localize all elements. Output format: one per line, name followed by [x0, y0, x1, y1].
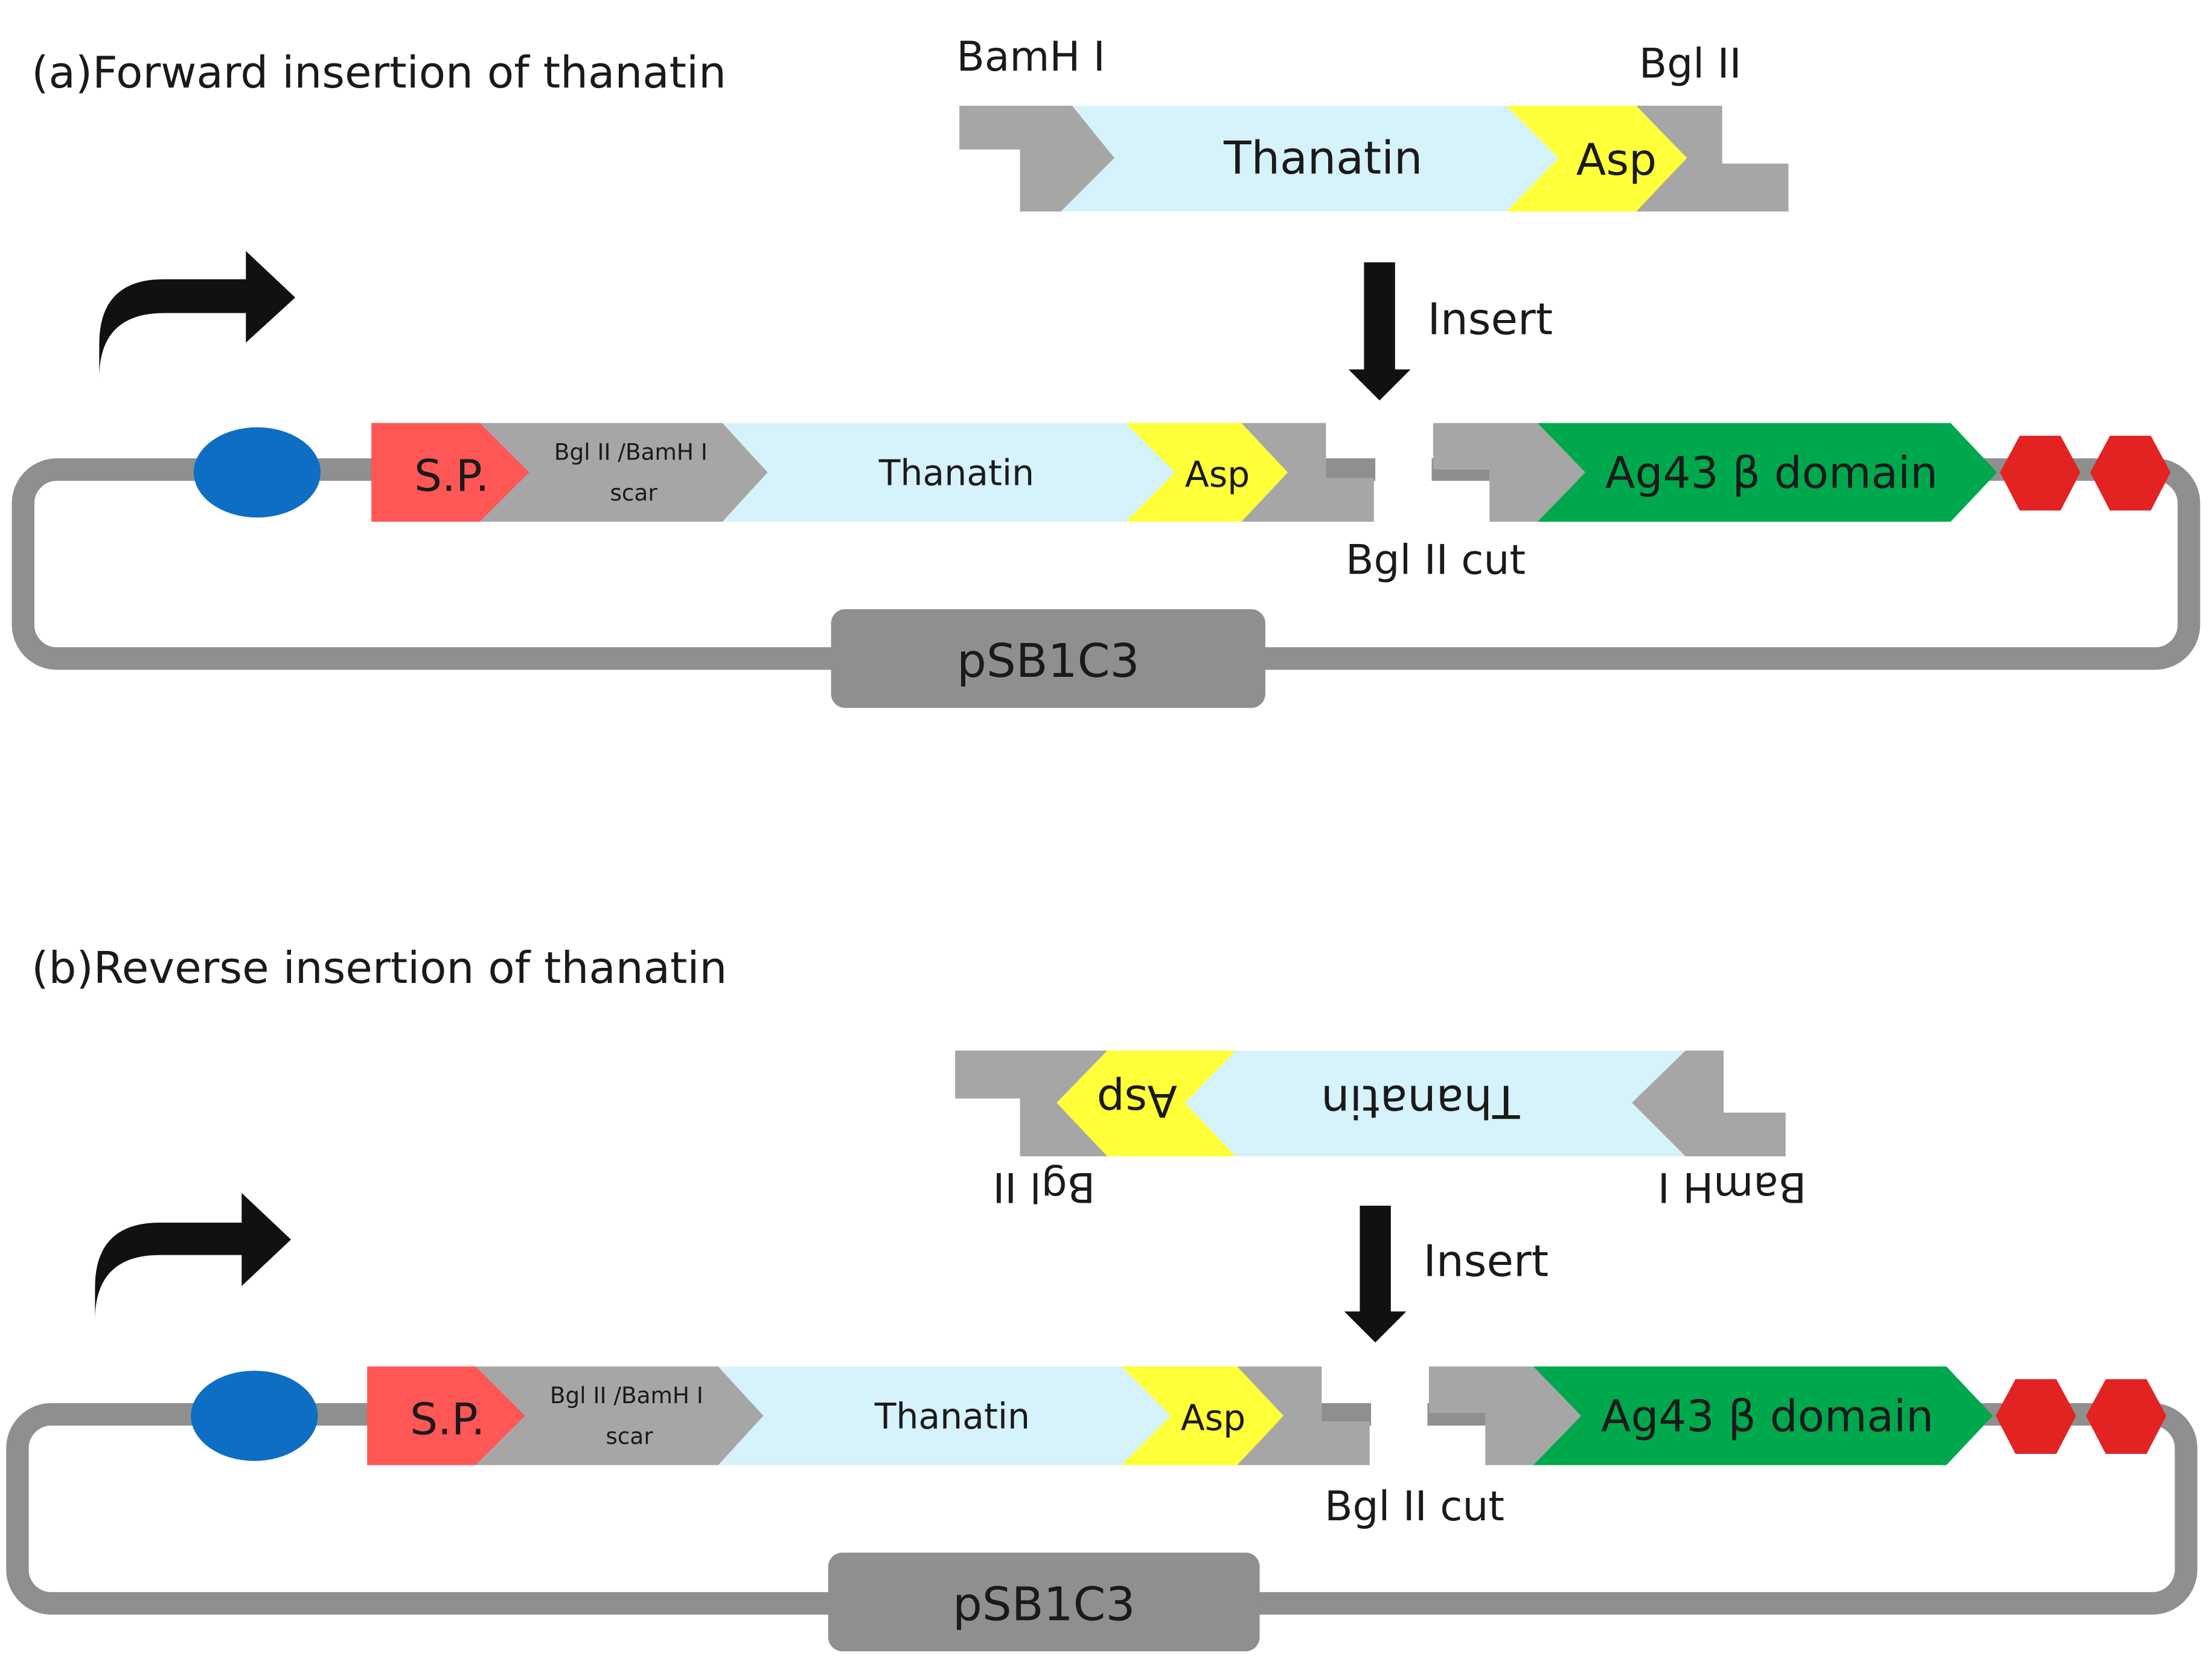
backbone-gap — [1371, 1393, 1428, 1450]
asp-label: Asp — [1185, 454, 1250, 495]
backbone-label: pSB1C3 — [957, 634, 1140, 688]
arrow-icon — [1364, 262, 1395, 373]
terminator-hexagon-icon — [1999, 435, 2080, 511]
thanatin-label: Thanatin — [1321, 1075, 1520, 1127]
site-label-bglii: Bgl II — [993, 1163, 1095, 1211]
rbs-oval-icon — [193, 427, 321, 518]
site-label-bamhi: BamH I — [1658, 1163, 1806, 1211]
arrow-icon — [1360, 1205, 1391, 1316]
arrowhead-icon — [1348, 369, 1411, 401]
backbone-label: pSB1C3 — [953, 1578, 1136, 1632]
cut-label: Bgl II cut — [1346, 536, 1526, 584]
promoter-arrow-icon — [99, 251, 296, 457]
backbone-label-box — [828, 1552, 1260, 1651]
promoter-arrow-icon — [95, 1192, 292, 1401]
sp-label: S.P. — [414, 451, 489, 502]
scar-segment — [475, 1366, 764, 1465]
panel-title: (b)Reverse insertion of thanatin — [31, 943, 727, 994]
ag43-segment — [1533, 1366, 1993, 1465]
scar-label-line2: scar — [606, 1423, 653, 1450]
ag43-label: Ag43 β domain — [1601, 1392, 1934, 1442]
asp-segment — [1506, 106, 1687, 212]
asp-segment — [1056, 1051, 1236, 1157]
plasmid-construct: pSB1C3 S.P. Bgl II /BamH I scar Thanatin… — [11, 251, 2201, 708]
insert-arrow: Insert — [1344, 1205, 1549, 1343]
insert-fragment: Asp Thanatin Bgl II BamH I — [955, 1051, 1806, 1211]
scar-label-line1: Bgl II /BamH I — [550, 1382, 703, 1409]
asp-segment — [1121, 1366, 1284, 1465]
asp-label: Asp — [1576, 135, 1657, 186]
sp-label: S.P. — [410, 1394, 485, 1445]
bglii-overhang — [955, 1051, 1108, 1157]
cut-label: Bgl II cut — [1325, 1482, 1504, 1530]
site-label-bamhi: BamH I — [956, 33, 1105, 80]
thanatin-segment — [718, 1366, 1171, 1465]
scar-segment — [479, 423, 768, 522]
ag43-label: Ag43 β domain — [1605, 448, 1938, 499]
backbone-gap — [1375, 448, 1432, 505]
backbone-label-box — [831, 609, 1265, 708]
bamhi-overhang — [959, 106, 1115, 212]
ag43-segment — [1537, 423, 1998, 522]
panel-b: (b)Reverse insertion of thanatin Asp Tha… — [6, 943, 2198, 1651]
insert-label: Insert — [1428, 295, 1553, 345]
bglii-left-end — [1241, 423, 1374, 522]
site-label-bglii: Bgl II — [1639, 39, 1742, 87]
bglii-overhang — [1636, 106, 1789, 212]
insert-fragment: BamH I Bgl II Thanatin Asp — [956, 33, 1789, 212]
bglii-right-end — [1433, 423, 1586, 522]
terminator-hexagon-icon — [2086, 1379, 2167, 1454]
thanatin-segment — [722, 423, 1175, 522]
panel-title: (a)Forward insertion of thanatin — [31, 48, 726, 98]
asp-label: Asp — [1181, 1397, 1245, 1438]
signal-peptide-segment — [367, 1366, 525, 1465]
bglii-left-end — [1237, 1366, 1370, 1465]
thanatin-label: Thanatin — [874, 1396, 1030, 1437]
insert-label: Insert — [1424, 1237, 1549, 1287]
insert-arrow: Insert — [1348, 262, 1553, 401]
panel-a: (a)Forward insertion of thanatin BamH I … — [11, 33, 2201, 708]
signal-peptide-segment — [371, 423, 529, 522]
bglii-right-end — [1428, 1366, 1582, 1465]
bamhi-overhang — [1632, 1051, 1786, 1157]
terminator-hexagon-icon — [1995, 1379, 2076, 1454]
rbs-oval-icon — [191, 1371, 318, 1461]
thanatin-segment — [1184, 1051, 1686, 1157]
scar-label-line2: scar — [610, 479, 657, 506]
thanatin-label: Thanatin — [1223, 132, 1422, 184]
asp-label: Asp — [1097, 1075, 1177, 1125]
thanatin-label: Thanatin — [878, 452, 1034, 493]
thanatin-segment — [1061, 106, 1559, 212]
terminator-hexagon-icon — [2090, 435, 2171, 511]
asp-segment — [1125, 423, 1288, 522]
arrowhead-icon — [1344, 1311, 1407, 1343]
plasmid-construct: pSB1C3 S.P. Bgl II /BamH I scar Thanatin… — [6, 1192, 2198, 1651]
scar-label-line1: Bgl II /BamH I — [554, 438, 708, 465]
